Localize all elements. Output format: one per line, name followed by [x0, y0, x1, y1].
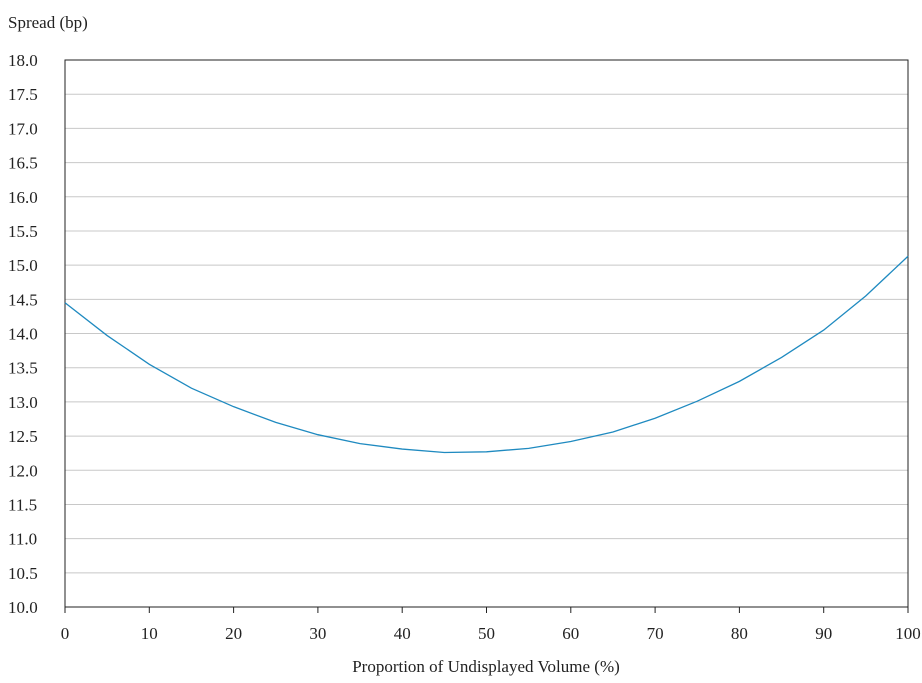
y-tick-label: 18.0 [8, 51, 38, 70]
y-tick-label: 14.0 [8, 325, 38, 344]
plot-frame [64, 59, 909, 608]
y-axis-label: Spread (bp) [8, 13, 88, 32]
y-tick-label: 14.5 [8, 290, 38, 309]
x-tick-label: 40 [394, 624, 411, 643]
y-tick-label: 11.5 [8, 495, 37, 514]
y-tick-label: 12.0 [8, 461, 38, 480]
x-tick-label: 90 [815, 624, 832, 643]
y-tick-label: 12.5 [8, 427, 38, 446]
y-tick-label: 16.5 [8, 154, 38, 173]
y-tick-label: 15.0 [8, 256, 38, 275]
data-line [64, 255, 909, 454]
y-tick-label: 13.5 [8, 359, 38, 378]
x-tick-label: 20 [225, 624, 242, 643]
y-tick-label: 11.0 [8, 530, 37, 549]
y-tick-label: 16.0 [8, 188, 38, 207]
x-tick-label: 60 [562, 624, 579, 643]
x-axis-label: Proportion of Undisplayed Volume (%) [352, 657, 620, 676]
x-tick-label: 100 [895, 624, 921, 643]
y-tick-label: 13.0 [8, 393, 38, 412]
y-tick-label: 10.0 [8, 598, 38, 617]
x-tick-label: 70 [647, 624, 664, 643]
y-tick-label: 10.5 [8, 564, 38, 583]
x-tick-label: 50 [478, 624, 495, 643]
y-tick-label: 17.5 [8, 85, 38, 104]
y-tick-label: 17.0 [8, 119, 38, 138]
x-tick-label: 30 [309, 624, 326, 643]
y-tick-label: 15.5 [8, 222, 38, 241]
x-tick-label: 0 [61, 624, 70, 643]
x-tick-label: 80 [731, 624, 748, 643]
x-tick-label: 10 [141, 624, 158, 643]
